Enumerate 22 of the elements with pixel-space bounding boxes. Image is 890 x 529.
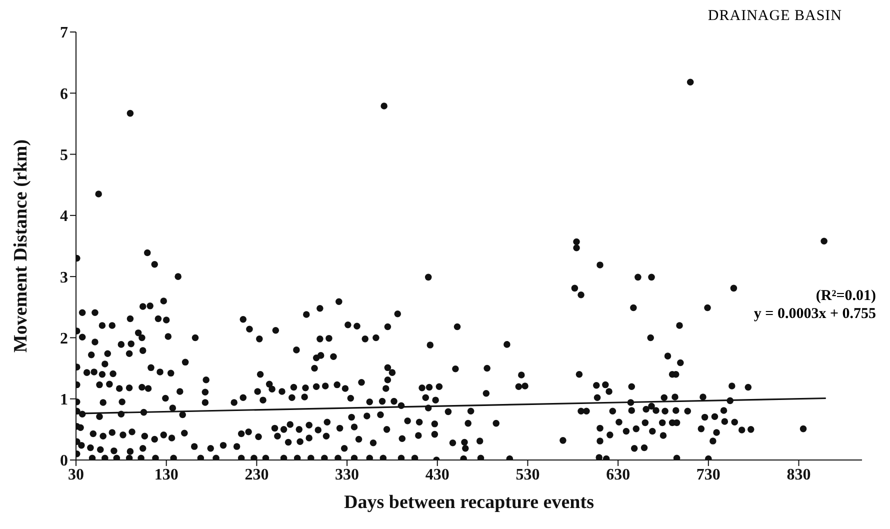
x-tick-label: 830 xyxy=(786,466,811,484)
annotation: (R²=0.01) xyxy=(816,288,876,305)
x-tick-label: 730 xyxy=(696,466,720,484)
x-tick-label: 430 xyxy=(425,466,450,484)
x-tick-label: 30 xyxy=(68,466,84,484)
y-tick-label: 5 xyxy=(60,146,68,164)
x-tick-label: 230 xyxy=(244,466,269,484)
chart-title: DRAINAGE BASIN xyxy=(708,8,842,25)
y-tick-label: 6 xyxy=(60,86,68,103)
y-tick-label: 1 xyxy=(60,392,68,409)
x-tick-label: 630 xyxy=(606,466,630,484)
y-axis-title: Movement Distance (rkm) xyxy=(10,139,32,353)
y-tick-label: 2 xyxy=(60,330,68,348)
annotation: y = 0.0003x + 0.755 xyxy=(754,306,876,323)
y-tick-label: 4 xyxy=(60,208,68,226)
x-tick-label: 130 xyxy=(154,466,178,484)
x-tick-label: 530 xyxy=(516,466,540,484)
y-tick-label: 0 xyxy=(60,452,68,470)
x-tick-label: 330 xyxy=(335,466,360,484)
y-tick-label: 7 xyxy=(60,24,68,42)
y-tick-label: 3 xyxy=(60,269,68,286)
x-axis-title: Days between recapture events xyxy=(344,492,594,513)
